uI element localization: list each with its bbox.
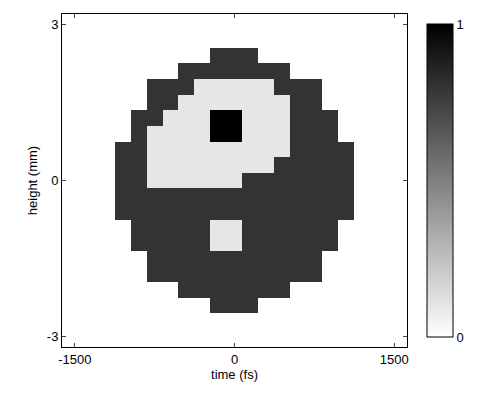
svg-text:-3: -3 [47,329,59,344]
svg-text:time (fs): time (fs) [211,367,258,382]
svg-text:1500: 1500 [380,352,409,367]
svg-text:1: 1 [457,17,464,32]
svg-text:-1500: -1500 [58,352,91,367]
svg-text:3: 3 [51,17,58,32]
svg-text:height (mm): height (mm) [25,146,40,215]
svg-text:0: 0 [231,352,238,367]
svg-text:0: 0 [457,330,464,345]
svg-text:0: 0 [51,173,58,188]
